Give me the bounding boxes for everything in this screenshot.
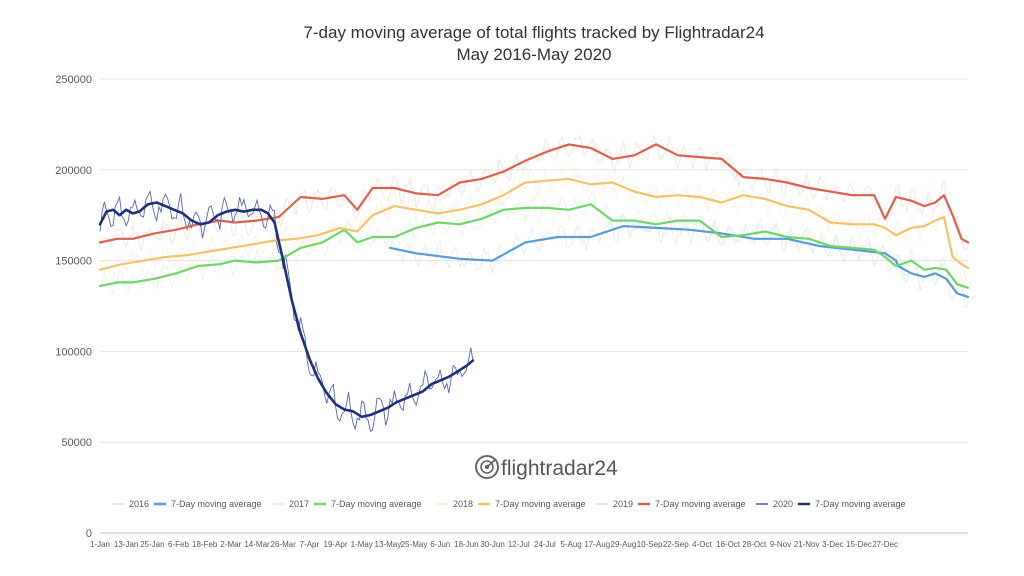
x-tick-label: 1-May: [351, 540, 373, 549]
moving-average-line-2019: [98, 143, 970, 244]
x-axis-ticks: 1-Jan 13-Jan 25-Jan 6-Feb 18-Feb 2-Mar 14-Mar 2…: [90, 540, 898, 549]
y-tick-label: 250000: [55, 74, 92, 86]
legend-year-label: 2016: [129, 499, 149, 509]
x-tick-label: 9-Nov: [770, 540, 791, 549]
x-tick-label: 19-Apr: [324, 540, 348, 549]
moving-average-line-2016: [389, 225, 970, 298]
x-tick-label: 13-May: [375, 540, 402, 549]
radar-icon: [475, 455, 499, 479]
x-tick-label: 7-Apr: [300, 540, 320, 549]
y-axis-ticks: 0 50000 100000 150000 200000 250000: [55, 74, 92, 540]
x-tick-label: 18-Feb: [192, 540, 218, 549]
x-tick-label: 25-May: [401, 540, 428, 549]
x-tick-label: 30-Jun: [480, 540, 504, 549]
x-tick-label: 21-Nov: [794, 540, 820, 549]
moving-average-line-2018: [98, 177, 970, 271]
x-tick-label: 4-Oct: [692, 540, 712, 549]
x-tick-label: 28-Oct: [742, 540, 767, 549]
daily-line-2017: [99, 190, 969, 301]
moving-average-series: [98, 143, 970, 419]
legend-series-label: 7-Day moving average: [171, 499, 262, 509]
moving-average-line-2020: [98, 201, 475, 419]
moving-average-line-2017: [98, 203, 970, 289]
legend-year-label: 2017: [289, 499, 309, 509]
y-tick-label: 50000: [61, 437, 92, 449]
legend-series-label: 7-Day moving average: [815, 499, 906, 509]
y-tick-label: 150000: [55, 256, 92, 268]
chart-title: 7-day moving average of total flights tr…: [303, 23, 764, 42]
x-tick-label: 16-Oct: [716, 540, 741, 549]
chart-subtitle: May 2016-May 2020: [457, 45, 612, 64]
x-tick-label: 6-Feb: [168, 540, 189, 549]
x-tick-label: 3-Dec: [822, 540, 843, 549]
x-tick-label: 22-Sep: [663, 540, 689, 549]
x-tick-label: 10-Sep: [637, 540, 663, 549]
x-tick-label: 2-Mar: [220, 540, 241, 549]
legend: 2016 7-Day moving average 2017 7-Day moving…: [112, 499, 906, 509]
x-tick-label: 6-Jun: [430, 540, 450, 549]
x-tick-label: 14-Mar: [244, 540, 270, 549]
x-tick-label: 13-Jan: [114, 540, 138, 549]
legend-series-label: 7-Day moving average: [655, 499, 746, 509]
legend-year-label: 2019: [613, 499, 633, 509]
daily-series: [99, 134, 969, 433]
x-tick-label: 17-Aug: [584, 540, 610, 549]
legend-series-label: 7-Day moving average: [495, 499, 586, 509]
x-tick-label: 1-Jan: [90, 540, 110, 549]
flightradar24-logo: flightradar24: [475, 455, 618, 480]
x-tick-label: 5-Aug: [560, 540, 581, 549]
y-tick-label: 200000: [55, 165, 92, 177]
x-tick-label: 12-Jul: [508, 540, 530, 549]
x-tick-label: 15-Dec: [846, 540, 872, 549]
legend-series-label: 7-Day moving average: [331, 499, 422, 509]
legend-year-label: 2020: [773, 499, 793, 509]
y-tick-label: 0: [86, 528, 92, 540]
x-tick-label: 29-Aug: [611, 540, 637, 549]
y-tick-label: 100000: [55, 346, 92, 358]
x-tick-label: 18-Jun: [454, 540, 478, 549]
x-tick-label: 26-Mar: [271, 540, 297, 549]
legend-year-label: 2018: [453, 499, 473, 509]
x-tick-label: 27-Dec: [872, 540, 898, 549]
x-tick-label: 25-Jan: [140, 540, 164, 549]
x-tick-label: 24-Jul: [534, 540, 556, 549]
logo-text: flightradar24: [501, 457, 618, 480]
